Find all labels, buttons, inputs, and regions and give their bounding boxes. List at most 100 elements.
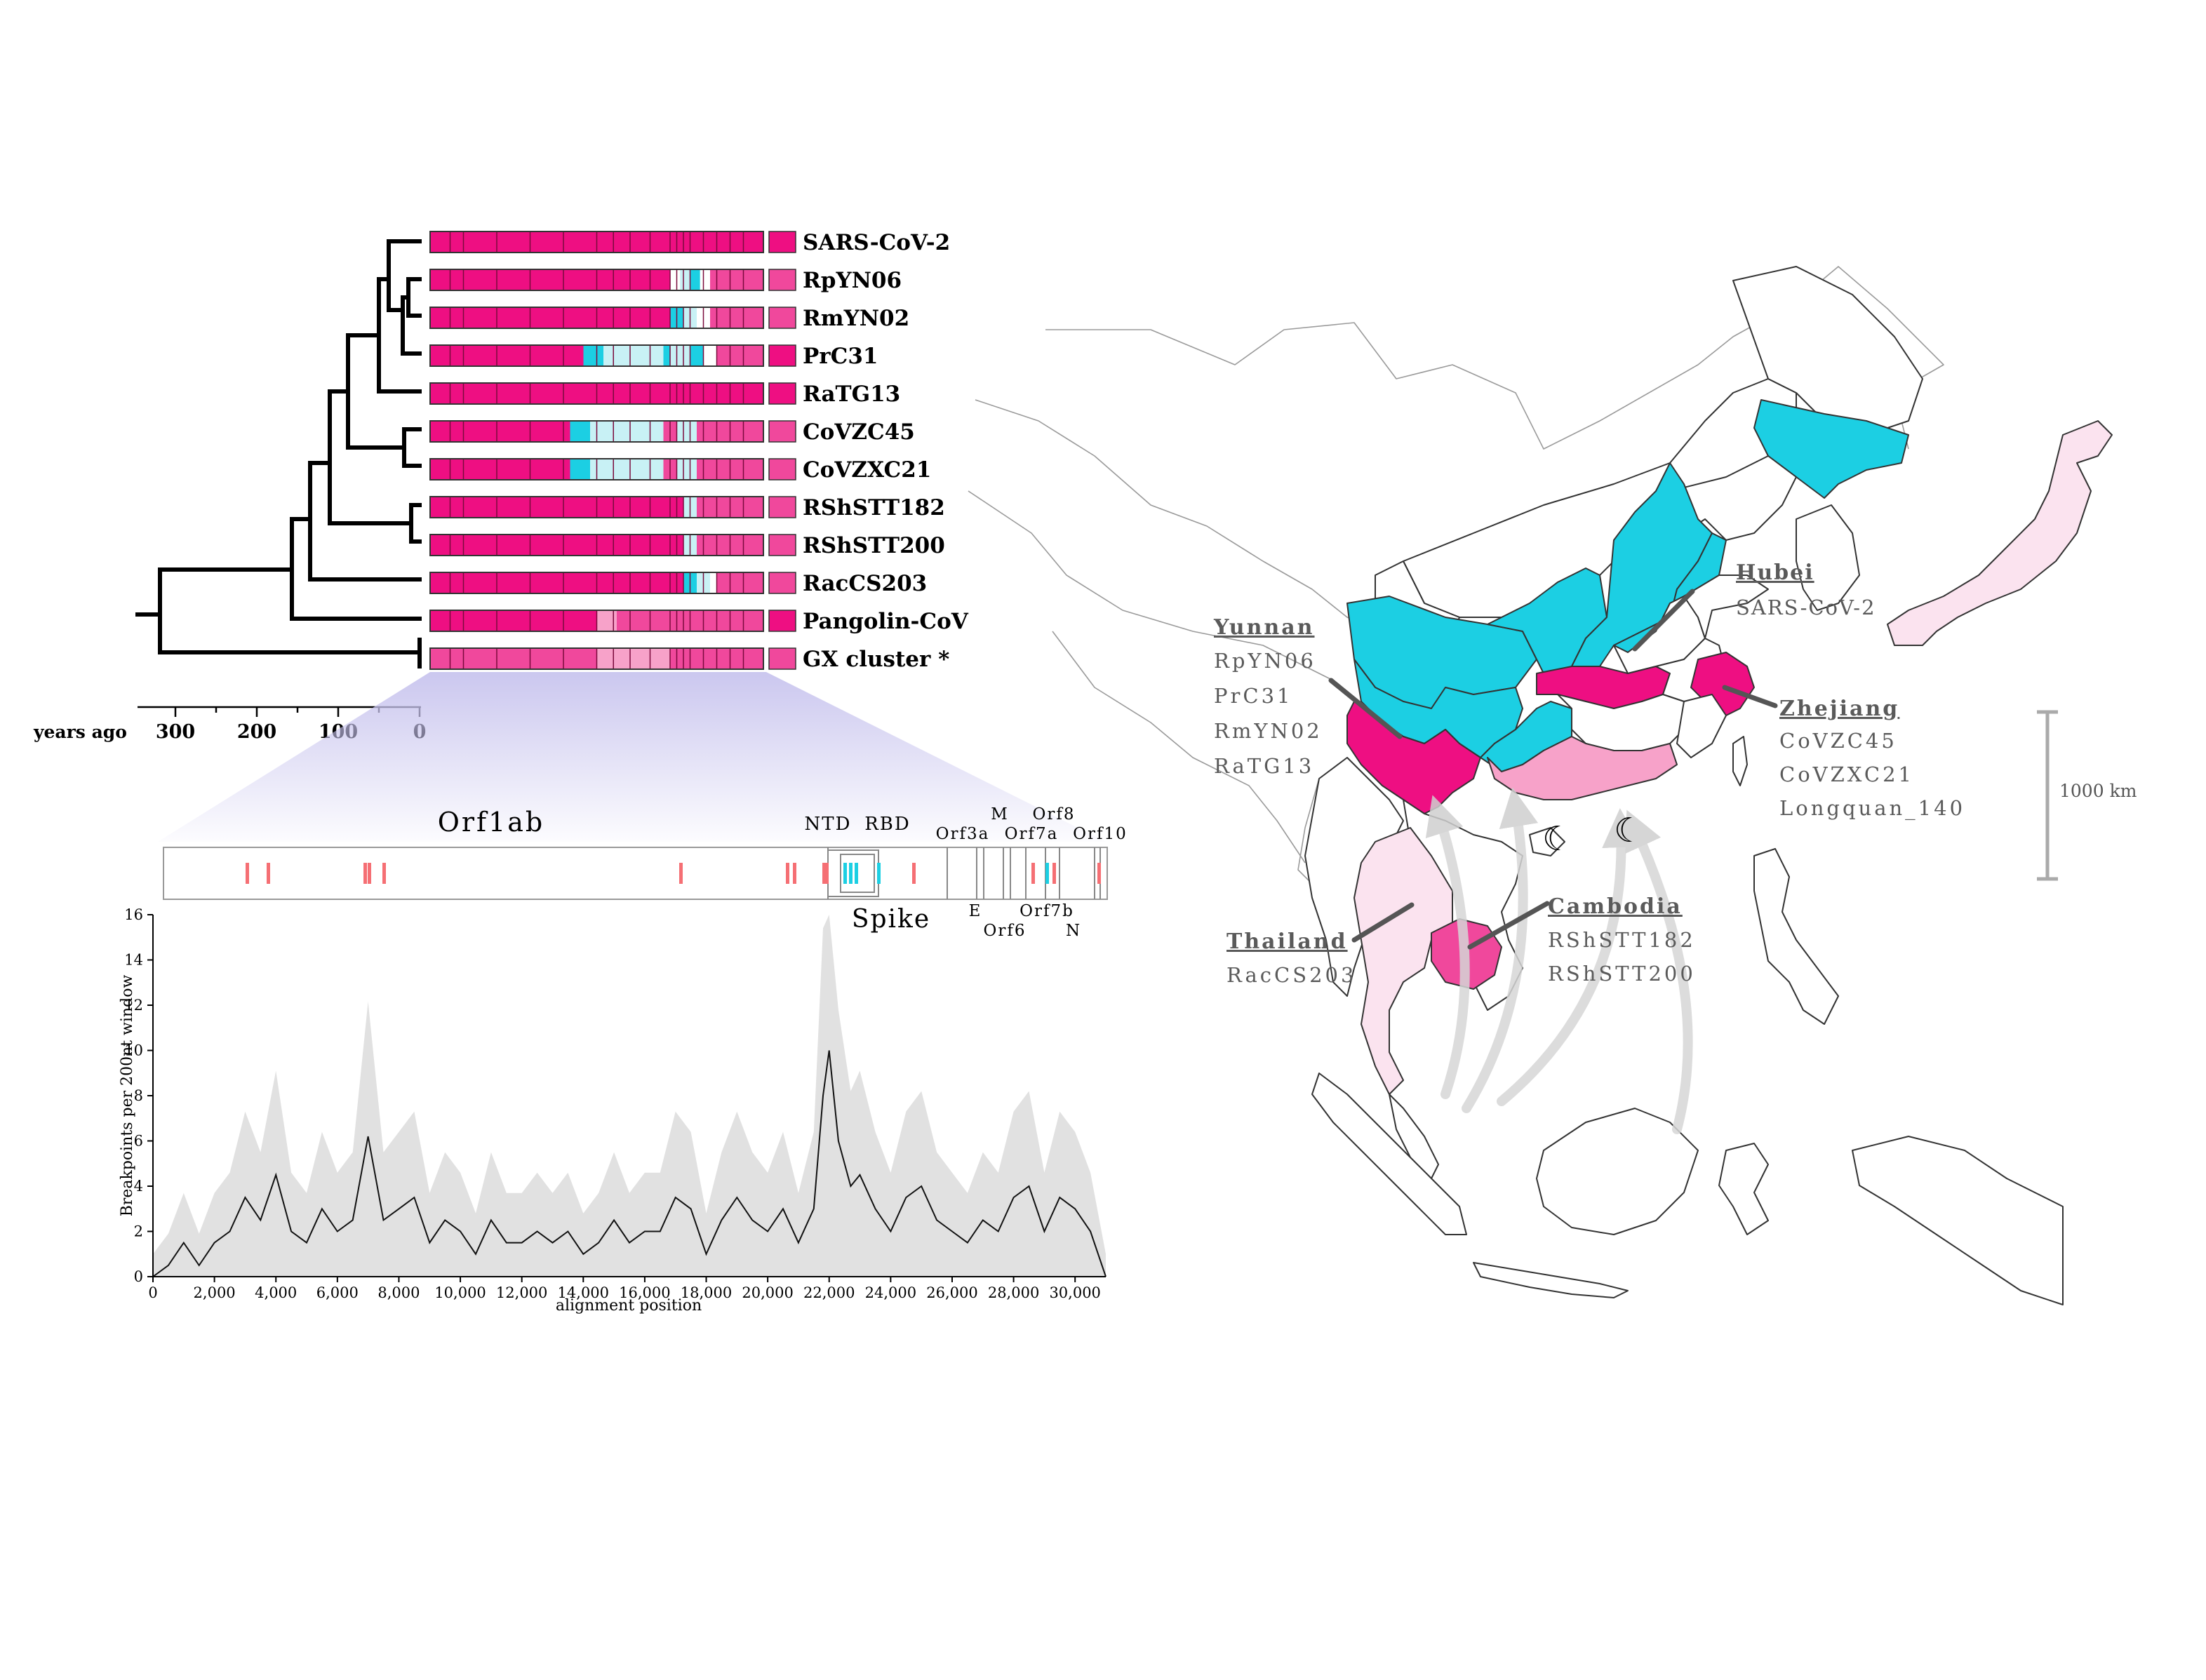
mosaic-segment: [690, 345, 704, 366]
mosaic-segment: [430, 610, 597, 631]
x-tick-label: 22,000: [803, 1284, 855, 1301]
y-tick-label: 16: [124, 906, 143, 923]
mosaic-segment: [430, 269, 670, 290]
mosaic-bar: [429, 647, 796, 670]
region-borneo: [1536, 1108, 1699, 1235]
breakpoint-tick: [912, 863, 916, 884]
tip-color-swatch: [768, 572, 796, 594]
region-thailand: [1353, 827, 1453, 1095]
y-tick-label: 14: [124, 952, 143, 969]
x-tick-label: 24,000: [865, 1284, 916, 1301]
scale-bar-label: 1000 km: [2059, 781, 2137, 801]
x-tick-label: 10,000: [434, 1284, 486, 1301]
region-new-guinea: [1852, 1136, 2064, 1305]
tip-color-swatch: [768, 534, 796, 556]
mosaic-bar: [429, 420, 796, 443]
tip-color-swatch: [768, 382, 796, 405]
region-fujian: [1676, 694, 1727, 758]
mosaic-segment: [590, 421, 664, 442]
taxon-label: RpYN06: [803, 268, 902, 293]
mosaic-segment: [430, 572, 683, 593]
taxon-label: CoVZXC21: [803, 457, 931, 483]
region-malay-peninsula: [1389, 1094, 1439, 1179]
bat-icon-west: ☾: [1542, 819, 1572, 859]
y-tick-label: 10: [124, 1042, 143, 1059]
mosaic-segment: [700, 269, 710, 290]
mosaic-bar: [429, 231, 796, 253]
gene-label-orf6: Orf6: [984, 922, 1027, 940]
tree-tick-300: 300: [156, 721, 195, 743]
mosaic-bar: [429, 610, 796, 632]
region-korea: [1796, 504, 1860, 611]
region-leader-lines: [1328, 589, 1778, 950]
gene-label-orf1ab: Orf1ab: [438, 807, 545, 838]
x-tick-label: 14,000: [558, 1284, 609, 1301]
taxon-label: RaTG13: [803, 382, 900, 407]
x-tick-label: 12,000: [496, 1284, 547, 1301]
tip-color-swatch: [768, 610, 796, 632]
mosaic-bar: [429, 534, 796, 556]
region-label-cambodia: Cambodia: [1548, 894, 1683, 919]
region-sample-cambodia-0: RShSTT182: [1548, 928, 1696, 952]
gene-label-ntd: NTD: [805, 814, 852, 835]
region-sample-cambodia-1: RShSTT200: [1548, 962, 1696, 986]
mosaic-outline: [429, 496, 764, 518]
y-tick-label: 12: [124, 997, 143, 1014]
breakpoint-confidence-band: [153, 915, 1106, 1277]
region-sulawesi: [1718, 1143, 1769, 1235]
region-sumatra: [1311, 1073, 1467, 1235]
region-sample-zhejiang-1: CoVZXC21: [1779, 762, 1914, 786]
mosaic-outline: [429, 231, 764, 253]
breakpoint-tick: [368, 863, 371, 884]
mosaic-segment: [430, 535, 683, 556]
asia-map: [968, 266, 2113, 1305]
region-guangxi-guangdong: [1487, 736, 1678, 800]
mosaic-segment: [670, 269, 681, 290]
x-axis-title: alignment position: [556, 1297, 702, 1315]
x-tick-label: 8,000: [377, 1284, 420, 1301]
mosaic-outline: [429, 420, 764, 443]
region-philippines: [1753, 848, 1839, 1025]
tip-color-swatch: [768, 496, 796, 518]
mosaic-bar: [429, 269, 796, 291]
mosaic-outline: [429, 344, 764, 367]
x-tick-label: 4,000: [255, 1284, 297, 1301]
mosaic-segment: [663, 610, 763, 631]
y-axis-title: Breakpoints per 200nt window: [119, 975, 136, 1217]
tree-axis-label: years ago: [33, 722, 127, 742]
breakpoint-tick: [786, 863, 789, 884]
region-label-hubei: Hubei: [1736, 560, 1814, 585]
breakpoint-tick: [822, 863, 826, 884]
tip-color-swatch: [768, 420, 796, 443]
mosaic-outline: [429, 572, 764, 594]
mosaic-segment: [710, 269, 763, 290]
gene-label-orf7a: Orf7a: [1005, 825, 1059, 843]
taxon-label: RacCS203: [803, 571, 927, 596]
bat-icon-east: ☾: [1614, 811, 1644, 850]
y-tick-label: 8: [134, 1087, 143, 1104]
mosaic-outline: [429, 382, 764, 405]
taxon-label: SARS-CoV-2: [803, 230, 950, 255]
mosaic-bar: [429, 382, 796, 405]
map-scale-bar: [2037, 710, 2058, 881]
taxon-label: Pangolin-CoV: [803, 609, 969, 634]
breakpoint-tick: [855, 863, 858, 884]
mosaic-segment: [716, 572, 763, 593]
mosaic-segment: [623, 345, 664, 366]
mosaic-segment: [690, 269, 700, 290]
gene-label-orf10: Orf10: [1073, 825, 1128, 843]
taxon-label: RShSTT200: [803, 533, 945, 558]
mosaic-segment: [617, 610, 664, 631]
region-heilongjiang: [1732, 266, 1923, 436]
breakpoint-tick: [793, 863, 796, 884]
dispersal-arrows: [1425, 787, 1693, 1134]
mosaic-segment: [710, 572, 717, 593]
mosaic-segment: [430, 345, 584, 366]
x-tick-label: 28,000: [988, 1284, 1039, 1301]
tree-tick-200: 200: [237, 721, 276, 743]
tip-color-swatch: [768, 344, 796, 367]
gene-label-orf8: Orf8: [1033, 805, 1076, 824]
tip-color-swatch: [768, 231, 796, 253]
y-tick-label: 6: [134, 1133, 143, 1150]
